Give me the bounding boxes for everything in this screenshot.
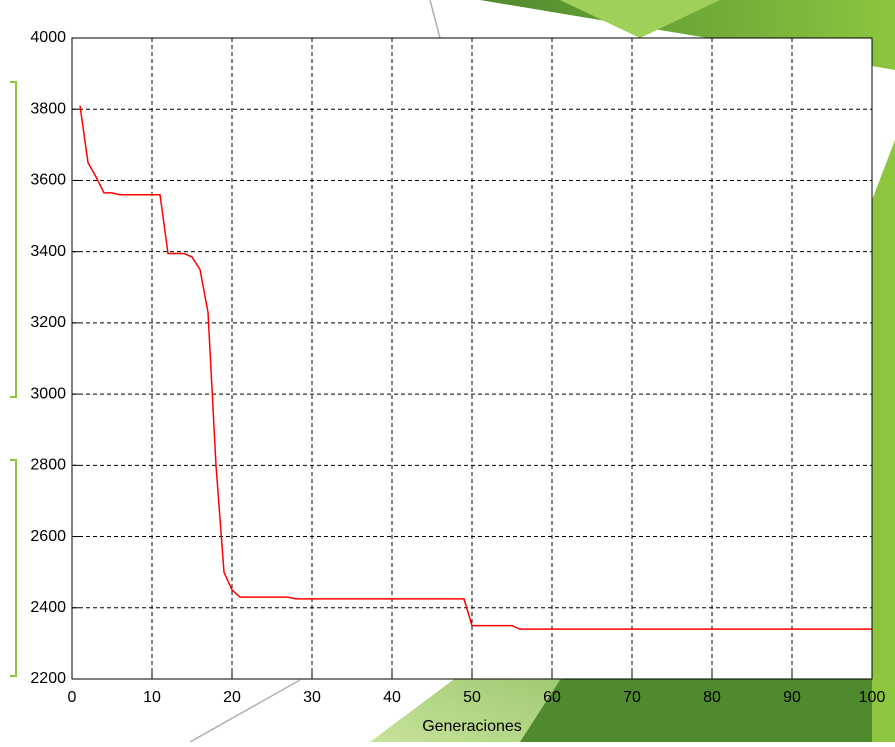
y-tick-label: 4000 [30, 29, 66, 46]
y-tick-label: 3800 [30, 100, 66, 117]
decor-bracket [10, 460, 16, 676]
y-tick-label: 3200 [30, 314, 66, 331]
x-tick-label: 70 [623, 689, 641, 706]
x-tick-label: 90 [783, 689, 801, 706]
x-tick-label: 0 [68, 689, 77, 706]
chart: 0 10 20 30 40 50 60 70 80 90 100 2200 2400 2600 2800 30… [0, 0, 895, 742]
x-tick-label: 30 [303, 689, 321, 706]
plot-area [72, 38, 872, 679]
y-tick-label: 2600 [30, 528, 66, 545]
y-tick-label: 2800 [30, 457, 66, 474]
y-tick-label: 2400 [30, 599, 66, 616]
x-tick-label: 100 [859, 689, 886, 706]
y-tick-label: 3000 [30, 385, 66, 402]
decor-line [430, 0, 440, 38]
x-tick-label: 40 [383, 689, 401, 706]
x-tick-label: 80 [703, 689, 721, 706]
x-tick-label: 50 [463, 689, 481, 706]
page: {"chart_data": {"type": "line", "xlabel"… [0, 0, 895, 742]
decor-shape [872, 140, 895, 742]
y-tick-label: 3400 [30, 243, 66, 260]
y-tick-label: 3600 [30, 172, 66, 189]
decor-bracket [10, 82, 16, 397]
y-tick-label: 2200 [30, 670, 66, 687]
decor-line [190, 680, 300, 742]
x-axis-label: Generaciones [422, 718, 522, 735]
x-tick-label: 60 [543, 689, 561, 706]
x-tick-label: 10 [143, 689, 161, 706]
x-tick-label: 20 [223, 689, 241, 706]
